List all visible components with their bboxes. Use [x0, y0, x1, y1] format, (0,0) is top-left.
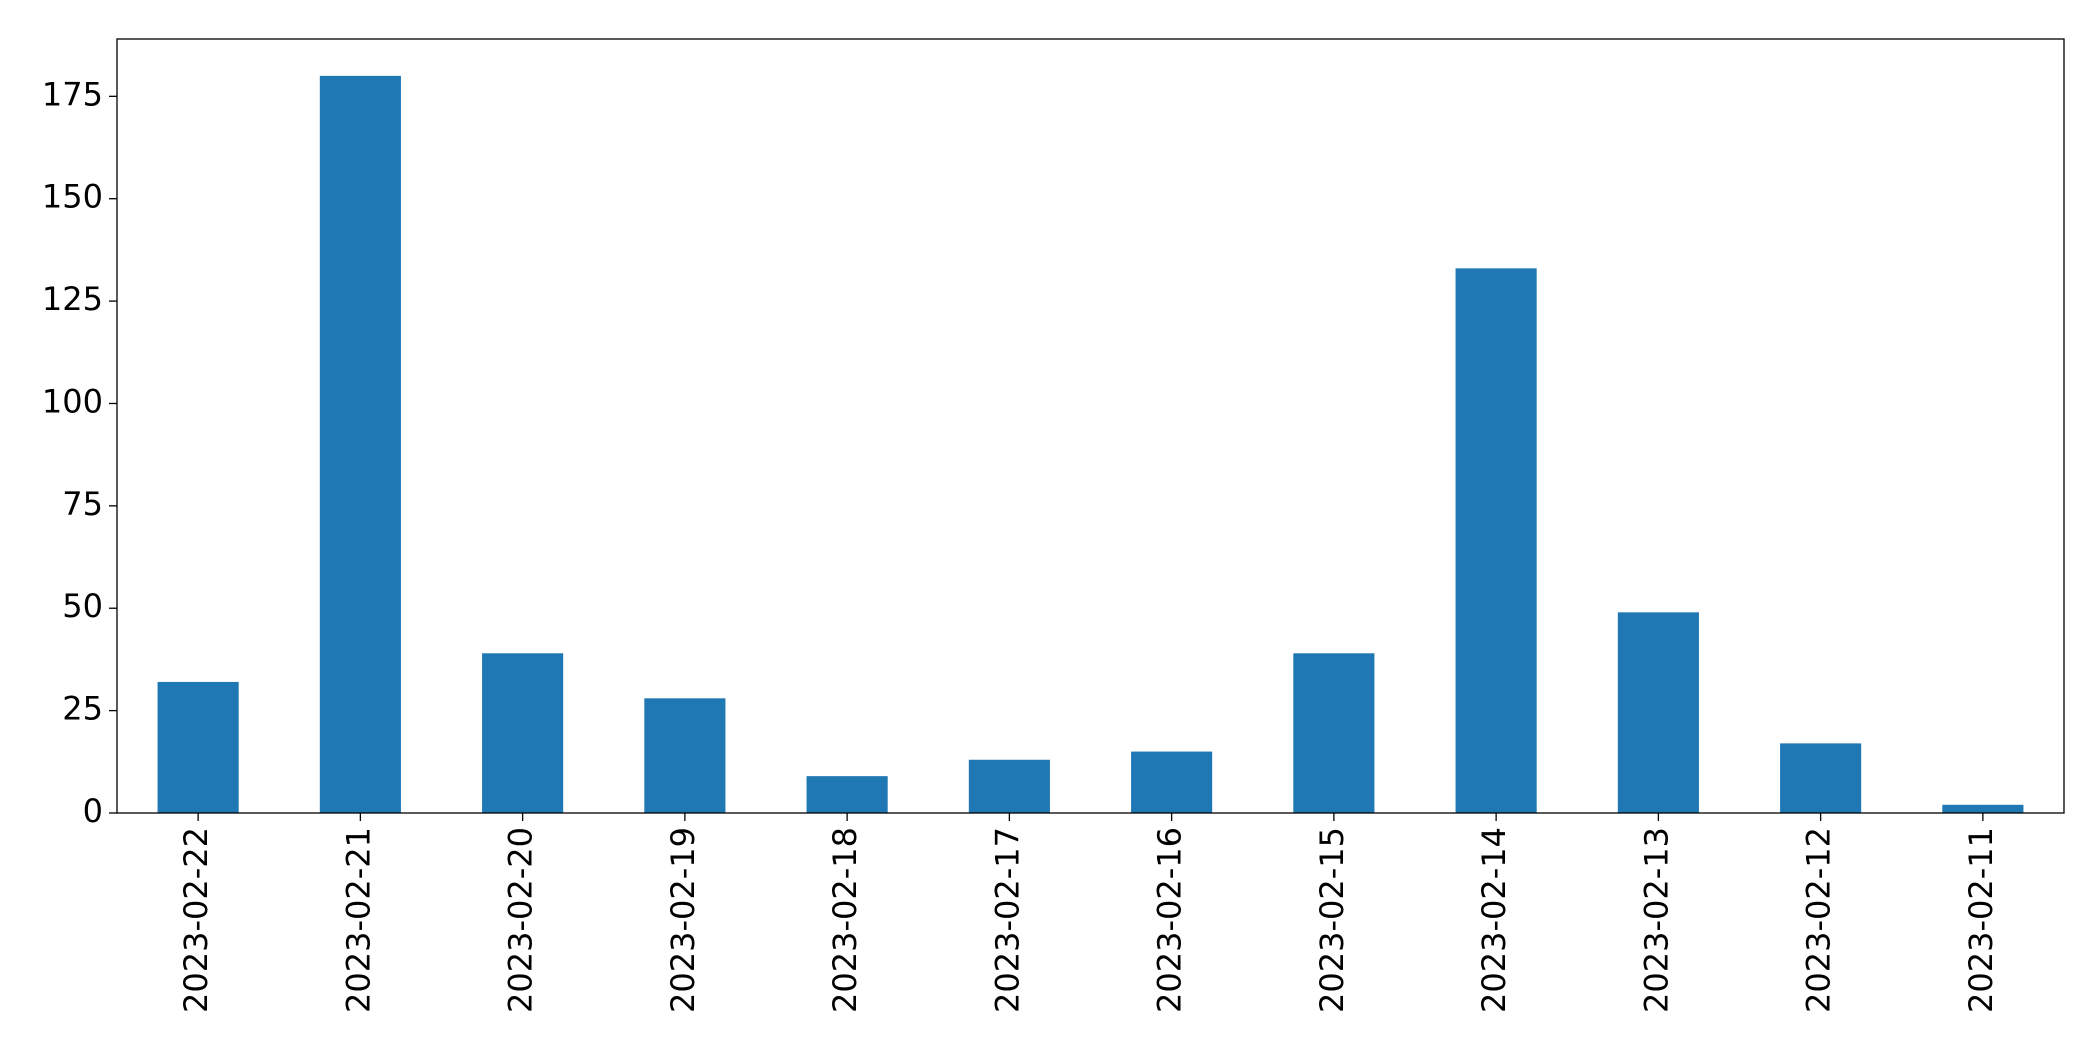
x-tick-label: 2023-02-13: [1637, 827, 1675, 1013]
y-tick-label: 100: [42, 382, 103, 420]
bar: [806, 776, 888, 813]
y-tick-label: 175: [42, 75, 103, 113]
bar: [1942, 804, 2024, 813]
x-tick-label: 2023-02-16: [1151, 827, 1189, 1013]
x-tick-label: 2023-02-21: [339, 827, 377, 1013]
y-tick-label: 50: [62, 587, 103, 625]
bar: [1293, 653, 1375, 813]
bar: [157, 681, 239, 813]
x-tick-label: 2023-02-20: [502, 827, 540, 1013]
bar: [1455, 268, 1537, 813]
y-tick-label: 25: [62, 690, 103, 728]
bar: [1780, 743, 1862, 813]
bar: [482, 653, 564, 813]
plot-frame: [116, 38, 2065, 814]
bar: [1617, 612, 1699, 813]
x-tick-label: 2023-02-19: [664, 827, 702, 1013]
x-tick-label: 2023-02-11: [1962, 827, 2000, 1013]
y-tick-label: 125: [42, 280, 103, 318]
bar: [644, 698, 726, 813]
bar: [968, 759, 1050, 813]
x-tick-label: 2023-02-18: [826, 827, 864, 1013]
x-tick-label: 2023-02-15: [1313, 827, 1351, 1013]
bar: [1131, 751, 1213, 813]
x-tick-label: 2023-02-17: [988, 827, 1026, 1013]
y-tick-label: 150: [42, 178, 103, 216]
x-tick-label: 2023-02-22: [177, 827, 215, 1013]
y-tick-label: 75: [62, 485, 103, 523]
x-tick-label: 2023-02-12: [1800, 827, 1838, 1013]
y-tick-label: 0: [83, 792, 103, 830]
bar: [319, 75, 401, 814]
x-tick-label: 2023-02-14: [1475, 827, 1513, 1013]
